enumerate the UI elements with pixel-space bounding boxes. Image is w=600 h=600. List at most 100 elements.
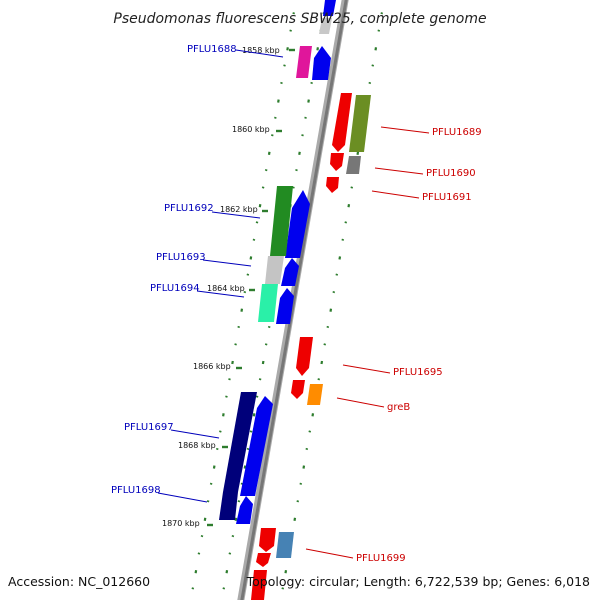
gc-dot <box>252 238 256 241</box>
gc-dot <box>338 256 342 260</box>
gc-dot <box>356 151 360 156</box>
gene-pflu1691-arrow[interactable] <box>326 177 339 193</box>
gc-dot <box>252 413 256 417</box>
gc-dot <box>237 500 241 503</box>
gc-dot <box>243 290 247 294</box>
gene-pflu1698-arrow[interactable] <box>236 496 253 524</box>
kbp-tick-label: 1868 kbp <box>178 441 216 450</box>
leader-line <box>235 49 284 58</box>
kbp-scale: 1858 kbp 1860 kbp 1862 kbp 1864 kbp 1866 kbp… <box>162 46 295 528</box>
gc-dot <box>267 325 271 329</box>
gc-dot <box>292 186 295 189</box>
gc-dot <box>289 29 292 32</box>
gc-dot <box>277 99 280 103</box>
gene-pflu1699b-arrow[interactable] <box>256 553 271 567</box>
gc-dot <box>296 500 300 503</box>
gc-dot <box>240 482 244 485</box>
gc-dot <box>231 534 235 538</box>
gene-label-pflu1688[interactable]: PFLU1688 <box>187 44 237 55</box>
gene-pflu1689b-arrow[interactable] <box>349 95 371 152</box>
leader-line <box>170 429 220 439</box>
gc-dot <box>203 517 207 522</box>
gene-label-greb[interactable]: greB <box>387 402 410 413</box>
gene-pflu1694b-arrow[interactable] <box>258 284 278 322</box>
gc-dot <box>246 447 250 451</box>
gene-label-pflu1699[interactable]: PFLU1699 <box>356 553 406 564</box>
gene-label-pflu1690[interactable]: PFLU1690 <box>426 168 476 179</box>
leader-line <box>342 364 391 374</box>
gene-label-pflu1691[interactable]: PFLU1691 <box>422 192 472 203</box>
gc-dot <box>246 273 250 276</box>
genome-backbone <box>237 0 349 600</box>
gc-dot <box>225 569 229 574</box>
gc-dot <box>237 325 240 329</box>
gc-dot <box>329 308 333 312</box>
gc-dot <box>323 343 327 346</box>
gene-pflu1699-arrow[interactable] <box>259 528 276 552</box>
gc-dot <box>299 482 303 485</box>
gene-pflu1687-arrow[interactable] <box>323 0 336 16</box>
gc-dot <box>320 360 324 365</box>
gene-label-pflu1693[interactable]: PFLU1693 <box>156 252 206 263</box>
gene-pflu1700-arrow[interactable] <box>251 570 267 600</box>
gc-dot <box>264 343 268 346</box>
gc-dot <box>347 203 351 208</box>
gene-pflu1690-arrow[interactable] <box>330 153 344 171</box>
kbp-tick-label: 1860 kbp <box>232 125 270 134</box>
gene-pflu1688-arrow[interactable] <box>312 46 331 80</box>
gene-pflu1692-arrow[interactable] <box>285 190 310 258</box>
gene-pflu1693b-arrow[interactable] <box>265 256 284 284</box>
gc-dot <box>304 116 307 119</box>
gene-pflu1695-arrow[interactable] <box>296 337 313 376</box>
gene-pflu1689-arrow[interactable] <box>332 93 352 152</box>
gc-dot <box>374 47 378 51</box>
leader-line <box>157 492 208 503</box>
gc-dot <box>249 256 253 260</box>
gc-dot <box>261 360 265 365</box>
kbp-tick-label: 1858 kbp <box>242 46 280 55</box>
gene-label-pflu1689[interactable]: PFLU1689 <box>432 127 482 138</box>
gc-dot <box>234 517 238 522</box>
gene-pflu1698b-arrow[interactable] <box>219 492 238 520</box>
gc-dot <box>308 430 312 433</box>
gc-dot <box>267 151 271 156</box>
gc-dot <box>293 517 297 522</box>
gc-dot <box>222 587 226 590</box>
gc-dot <box>261 186 265 189</box>
kbp-tick-label: 1870 kbp <box>162 519 200 528</box>
gc-dot <box>222 413 225 417</box>
gene-pflu1693-arrow[interactable] <box>281 258 299 286</box>
gene-pflu1696-arrow[interactable] <box>291 380 305 399</box>
gene-pflu1692b-arrow[interactable] <box>270 186 293 256</box>
gene-label-pflu1692[interactable]: PFLU1692 <box>164 203 214 214</box>
gene-pflu1688b-arrow[interactable] <box>296 46 312 78</box>
gc-dot <box>194 569 198 574</box>
gene-pflu1697b-arrow[interactable] <box>223 392 257 492</box>
gc-dot <box>295 168 298 172</box>
gene-pflu1687b-arrow[interactable] <box>319 18 332 34</box>
gene-label-pflu1694[interactable]: PFLU1694 <box>150 283 200 294</box>
map-title: Pseudomonas fluorescens SBW25, complete … <box>113 11 486 27</box>
gene-pflu1690b-arrow[interactable] <box>346 156 361 174</box>
gene-pflu1699c-arrow[interactable] <box>276 532 294 558</box>
gene-greb-arrow[interactable] <box>307 384 323 405</box>
gc-dot <box>209 482 213 485</box>
gc-dot <box>344 221 348 224</box>
leader-line <box>380 126 430 134</box>
accession-text: Accession: NC_012660 <box>8 574 150 589</box>
gc-dot <box>258 378 262 381</box>
gene-label-pflu1697[interactable]: PFLU1697 <box>124 422 174 433</box>
gene-pflu1694-arrow[interactable] <box>276 288 294 324</box>
gc-dot <box>197 552 201 555</box>
gc-dot <box>305 447 309 451</box>
gene-label-pflu1695[interactable]: PFLU1695 <box>393 367 443 378</box>
gc-dot <box>215 447 219 451</box>
leader-line <box>374 167 424 175</box>
gene-pflu1697-arrow[interactable] <box>240 396 273 496</box>
gene-labels: PFLU1688 PFLU1692 PFLU1693 PFLU1694 PFLU1697… <box>111 44 482 564</box>
gc-dot <box>316 47 319 51</box>
gc-dot <box>255 395 259 398</box>
gene-label-pflu1698[interactable]: PFLU1698 <box>111 485 161 496</box>
